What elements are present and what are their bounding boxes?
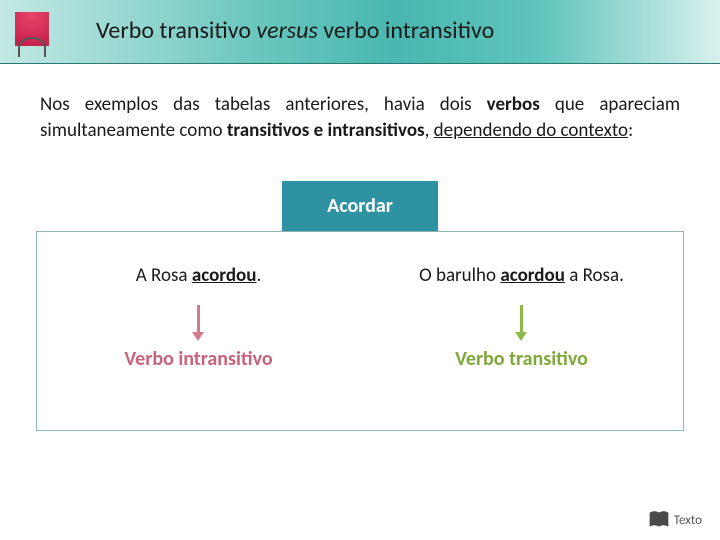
down-arrow-icon — [520, 305, 523, 333]
intro-bold-2: transitivos e intransitivos — [227, 119, 425, 142]
right-column: O barulho acordou a Rosa. Verbo transiti… — [360, 264, 683, 371]
left-ex-verb: acordou — [192, 264, 257, 287]
down-arrow-icon — [197, 305, 200, 333]
left-ex-text-2: . — [256, 264, 261, 287]
right-example: O barulho acordou a Rosa. — [360, 264, 683, 287]
title-emphasis: versus — [256, 16, 317, 45]
intro-text-3: , — [425, 119, 434, 142]
intro-bold-1: verbos — [487, 93, 540, 116]
publisher-name: Texto — [674, 513, 702, 528]
intro-text-4: : — [628, 119, 633, 142]
header-banner: Verbo transitivo versus verbo intransiti… — [0, 0, 720, 64]
slide-title: Verbo transitivo versus verbo intransiti… — [96, 16, 494, 45]
intro-paragraph: Nos exemplos das tabelas anteriores, hav… — [40, 92, 680, 143]
intro-underline: dependendo do contexto — [434, 119, 628, 142]
right-ex-text-1: O barulho — [419, 264, 500, 287]
left-column: A Rosa acordou. Verbo intransitivo — [37, 264, 360, 371]
verb-chip-label: Acordar — [327, 194, 393, 218]
left-ex-text-1: A Rosa — [136, 264, 192, 287]
title-part1: Verbo transitivo — [96, 16, 256, 45]
right-ex-text-2: a Rosa. — [565, 264, 624, 287]
right-label: Verbo transitivo — [360, 347, 683, 371]
verb-chip: Acordar — [282, 181, 438, 231]
examples-box: A Rosa acordou. Verbo intransitivo O bar… — [36, 231, 684, 431]
right-ex-verb: acordou — [500, 264, 565, 287]
title-part2: verbo intransitivo — [318, 16, 494, 45]
publisher-logo: Texto — [648, 510, 702, 530]
left-example: A Rosa acordou. — [37, 264, 360, 287]
left-label: Verbo intransitivo — [37, 347, 360, 371]
book-icon — [648, 510, 670, 530]
intro-text-1: Nos exemplos das tabelas anteriores, hav… — [40, 93, 487, 116]
